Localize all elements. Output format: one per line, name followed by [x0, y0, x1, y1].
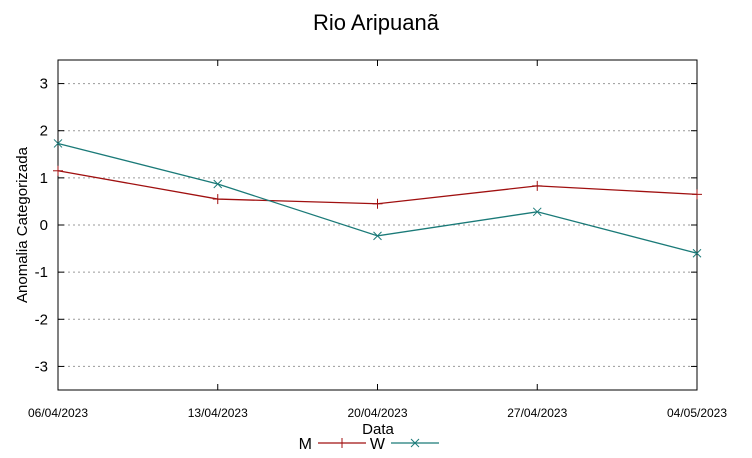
x-axis-ticks: 06/04/2023 13/04/2023 20/04/2023 27/04/2023…: [28, 60, 727, 420]
x-axis-label: Data: [362, 421, 394, 438]
data-point-w: [53, 139, 63, 148]
data-point-w: [373, 231, 382, 241]
data-point-w: [213, 179, 223, 189]
x-tick-label: 06/04/2023: [28, 406, 88, 420]
legend-marker-w: [410, 438, 420, 448]
x-tick-label: 04/05/2023: [667, 406, 727, 420]
legend-label-m: M: [299, 436, 312, 453]
data-point-m: [532, 180, 543, 191]
y-tick-label: 2: [40, 123, 48, 140]
data-point-m: [212, 194, 223, 205]
legend-sample-w: [391, 438, 439, 448]
x-tick-label: 20/04/2023: [347, 406, 407, 420]
y-axis-label: Anomalia Categorizada: [14, 146, 31, 303]
y-axis-ticks: 3 2 1 0 -1 -2 -3: [35, 76, 697, 375]
y-tick-label: 1: [40, 170, 48, 187]
y-tick-label: -3: [35, 358, 48, 375]
chart-title: Rio Aripuanã: [313, 10, 440, 35]
data-point-w: [692, 248, 702, 258]
grid: [58, 83, 697, 367]
data-point-w: [532, 207, 542, 217]
x-tick-label: 13/04/2023: [188, 406, 248, 420]
series-line-w: [57, 142, 698, 254]
x-tick-label: 27/04/2023: [507, 406, 567, 420]
legend-label-w: W: [370, 436, 386, 453]
y-tick-label: 0: [40, 217, 48, 234]
data-point-m: [692, 189, 702, 200]
y-tick-label: -1: [35, 264, 48, 281]
legend-sample-m: [318, 438, 366, 448]
y-tick-label: 3: [40, 76, 48, 93]
legend-marker-m: [337, 438, 347, 448]
y-tick-label: -2: [35, 311, 48, 328]
legend: M W: [299, 436, 439, 453]
data-point-m: [53, 165, 63, 176]
data-point-m: [372, 198, 383, 209]
series: [53, 139, 702, 258]
